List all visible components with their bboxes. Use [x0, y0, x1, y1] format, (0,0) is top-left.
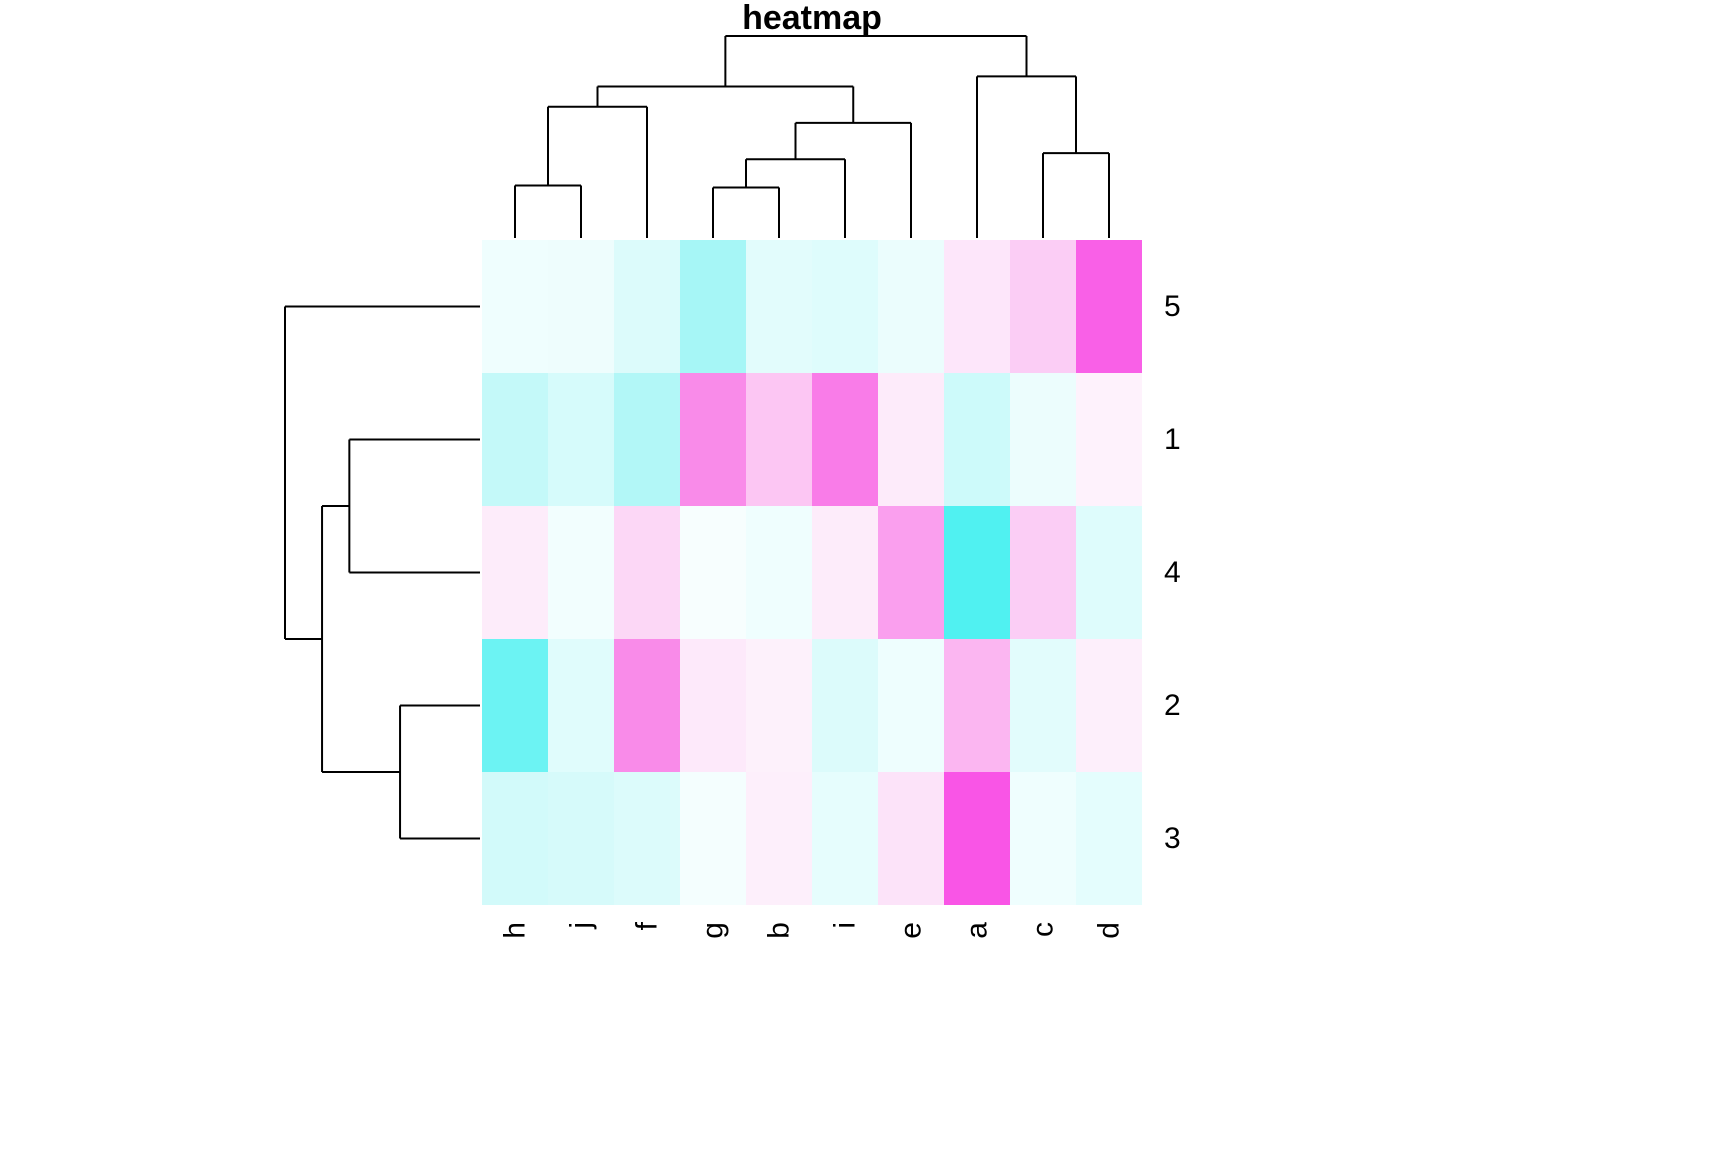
heatmap-cell	[812, 506, 878, 639]
heatmap-cell	[746, 240, 812, 373]
heatmap-cell	[548, 373, 614, 506]
heatmap-cell	[944, 373, 1010, 506]
heatmap-cell	[812, 373, 878, 506]
heatmap-cell	[746, 373, 812, 506]
chart-title: heatmap	[742, 0, 882, 37]
heatmap-cell	[1076, 639, 1142, 772]
column-label: b	[763, 922, 796, 939]
heatmap-cell	[548, 506, 614, 639]
heatmap-cell	[944, 639, 1010, 772]
heatmap-cell	[878, 506, 944, 639]
column-label: c	[1027, 922, 1060, 937]
heatmap-cell	[680, 772, 746, 905]
heatmap-cell	[614, 506, 680, 639]
heatmap-cell	[548, 639, 614, 772]
heatmap-cell	[746, 639, 812, 772]
heatmap-cell	[1010, 373, 1076, 506]
heatmap-cell	[680, 506, 746, 639]
heatmap-cell	[482, 772, 548, 905]
heatmap-cell	[548, 240, 614, 373]
heatmap-cell	[1010, 772, 1076, 905]
heatmap-cell	[746, 506, 812, 639]
heatmap-cell	[812, 240, 878, 373]
heatmap-cell	[812, 639, 878, 772]
row-dendrogram	[284, 305, 480, 840]
column-dendrogram	[514, 35, 1110, 238]
heatmap-cell	[878, 772, 944, 905]
column-label: h	[499, 922, 532, 939]
heatmap-cell	[1076, 373, 1142, 506]
heatmap-cell	[1076, 506, 1142, 639]
column-label: i	[829, 922, 862, 929]
heatmap-cell	[614, 240, 680, 373]
heatmap-cell	[878, 240, 944, 373]
column-label: e	[895, 922, 928, 939]
heatmap-cell	[1010, 506, 1076, 639]
row-label: 4	[1164, 556, 1181, 589]
row-label: 5	[1164, 290, 1181, 323]
heatmap-cell	[878, 639, 944, 772]
heatmap-cell	[482, 373, 548, 506]
heatmap-cell	[482, 240, 548, 373]
heatmap-cell	[812, 772, 878, 905]
heatmap-cell	[746, 772, 812, 905]
column-label: f	[631, 921, 664, 930]
heatmap-cell	[614, 772, 680, 905]
column-label: d	[1093, 922, 1126, 939]
heatmap-grid	[482, 240, 1142, 905]
column-label: a	[961, 922, 994, 939]
heatmap-cell	[614, 639, 680, 772]
row-label: 3	[1164, 822, 1181, 855]
heatmap-cell	[1076, 772, 1142, 905]
heatmap-cell	[680, 373, 746, 506]
row-axis-labels: 5 1 4 2 3	[1164, 290, 1181, 855]
heatmap-cell	[944, 506, 1010, 639]
column-label: j	[565, 922, 598, 930]
heatmap-cell	[944, 240, 1010, 373]
heatmap-cell	[482, 506, 548, 639]
row-label: 1	[1164, 423, 1181, 456]
column-label: g	[697, 922, 730, 939]
heatmap-cell	[944, 772, 1010, 905]
heatmap-cell	[614, 373, 680, 506]
heatmap-cell	[1076, 240, 1142, 373]
heatmap-cell	[1010, 639, 1076, 772]
heatmap-cell	[878, 373, 944, 506]
heatmap-cell	[482, 639, 548, 772]
row-label: 2	[1164, 689, 1181, 722]
heatmap-cell	[548, 772, 614, 905]
heatmap-cell	[1010, 240, 1076, 373]
heatmap-cell	[680, 639, 746, 772]
heatmap-cell	[680, 240, 746, 373]
